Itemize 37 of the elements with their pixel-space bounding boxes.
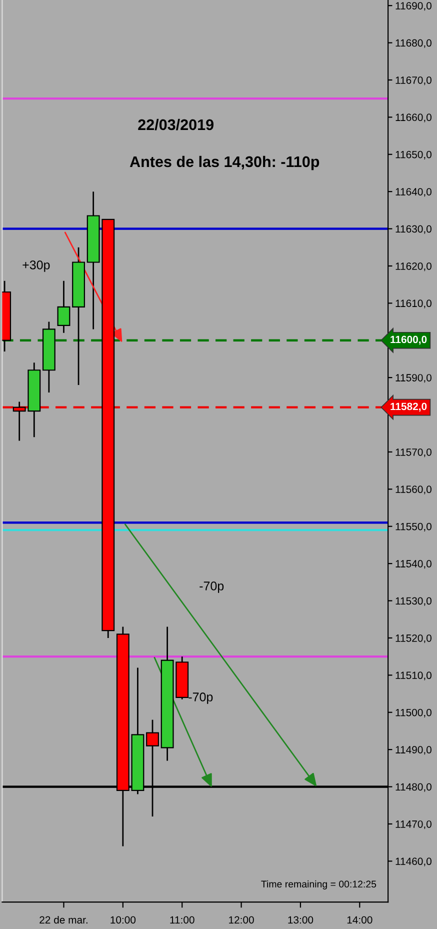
y-tick-label: 11650,0 xyxy=(396,150,432,160)
y-tick-label: 11490,0 xyxy=(396,746,432,755)
annotation: -70p xyxy=(200,582,224,593)
y-tick-label: 11460,0 xyxy=(396,858,432,866)
y-tick-label: 11560,0 xyxy=(396,486,432,494)
y-tick-label: 11510,0 xyxy=(396,672,432,680)
y-tick-label: 11520,0 xyxy=(396,634,432,644)
y-tick-label: 11540,0 xyxy=(396,560,432,569)
y-tick-label: 11660,0 xyxy=(396,114,432,122)
y-tick-label: 11480,0 xyxy=(396,783,432,792)
y-tick-label: 11590,0 xyxy=(396,374,432,383)
y-tick-label: 11640,0 xyxy=(396,188,432,197)
x-tick-label: 13:00 xyxy=(288,916,314,924)
candlestick xyxy=(57,280,70,334)
y-tick-label: 11470,0 xyxy=(396,820,432,830)
annotation: -70p xyxy=(188,692,213,704)
x-tick-label: 12:00 xyxy=(229,916,254,924)
y-tick-label: 11630,0 xyxy=(396,225,432,234)
y-tick-label: 11610,0 xyxy=(396,300,432,308)
x-tick-label: 10:00 xyxy=(110,916,136,924)
y-tick-label: 11500,0 xyxy=(396,708,432,718)
y-tick-label: 11690,0 xyxy=(396,2,432,11)
y-tick-label: 11620,0 xyxy=(396,262,432,272)
ref-line-label: 11600,0 xyxy=(390,336,427,345)
y-tick-label: 11550,0 xyxy=(396,522,432,532)
x-tick-label: 22 de mar. xyxy=(40,916,88,924)
ref-line-label: 11582,0 xyxy=(390,402,427,412)
x-tick-label: 14:00 xyxy=(347,916,372,924)
text: 22/03/2019 xyxy=(138,118,214,130)
text: Antes de las 14,30h: -110p xyxy=(130,156,320,170)
y-tick-label: 11530,0 xyxy=(396,597,432,606)
annotation: Time remaining = 00:12:25 xyxy=(261,880,376,890)
y-tick-label: 11670,0 xyxy=(396,76,432,86)
annotation: +30p xyxy=(22,260,50,272)
y-tick-label: 11570,0 xyxy=(396,448,432,458)
x-tick-label: 11:00 xyxy=(170,916,194,924)
y-tick-label: 11680,0 xyxy=(396,39,432,48)
